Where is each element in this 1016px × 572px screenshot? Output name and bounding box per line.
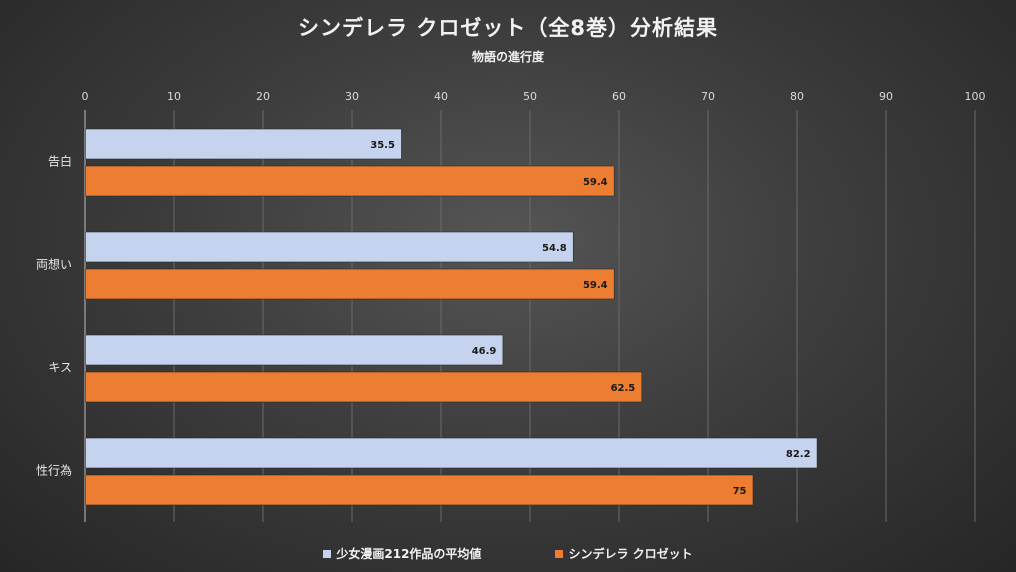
legend-label-average: 少女漫画212作品の平均値 (336, 547, 482, 561)
category-label: 告白 (48, 154, 72, 169)
x-tick-label: 60 (612, 90, 626, 103)
data-label: 62.5 (611, 383, 636, 394)
x-tick-label: 70 (701, 90, 715, 103)
legend-swatch-cinderella (555, 549, 564, 558)
category-label: 性行為 (36, 464, 72, 478)
chart-subtitle: 物語の進行度 (471, 50, 544, 64)
data-label: 35.5 (370, 140, 395, 151)
bar-cinderella (85, 371, 643, 403)
data-label: 46.9 (472, 346, 497, 357)
bar-cinderella (85, 474, 754, 506)
x-tick-label: 20 (256, 90, 270, 103)
legend-item-cinderella: シンデレラ クロゼット (555, 545, 693, 562)
bar-average (85, 231, 574, 263)
x-tick-label: 80 (790, 90, 804, 103)
x-tick-label: 0 (82, 90, 89, 103)
category-label: キス (48, 361, 72, 375)
data-label: 54.8 (542, 243, 567, 254)
x-tick-label: 50 (523, 90, 537, 103)
bar-average (85, 128, 402, 160)
legend-item-average: 少女漫画212作品の平均値 (323, 545, 481, 562)
x-tick-label: 90 (879, 90, 893, 103)
bar-average (85, 437, 818, 469)
data-label: 75 (733, 486, 747, 497)
data-label: 59.4 (583, 177, 608, 188)
category-label: 両想い (36, 257, 72, 272)
bar-cinderella (85, 165, 615, 197)
legend-swatch-average (323, 549, 332, 558)
chart-title: シンデレラ クロゼット（全8巻）分析結果 (298, 16, 718, 40)
x-tick-label: 30 (345, 90, 359, 103)
bar-cinderella (85, 268, 615, 300)
data-label: 59.4 (583, 280, 608, 291)
x-tick-label: 100 (965, 90, 986, 103)
x-tick-label: 10 (167, 90, 181, 103)
legend: 少女漫画212作品の平均値 シンデレラ クロゼット (0, 545, 1016, 562)
data-label: 82.2 (786, 449, 811, 460)
bar-average (85, 334, 504, 366)
legend-label-cinderella: シンデレラ クロゼット (568, 547, 693, 561)
x-tick-label: 40 (434, 90, 448, 103)
